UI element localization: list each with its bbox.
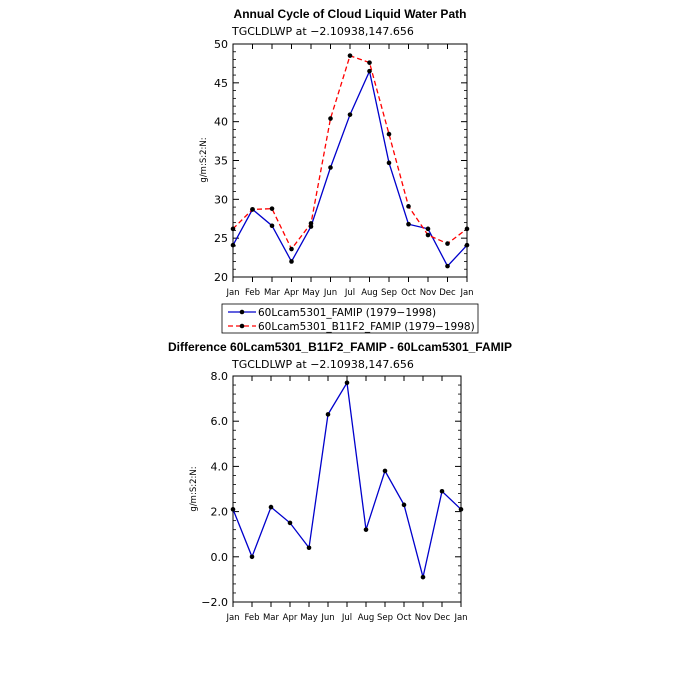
x-tick-label: Dec [434,613,451,623]
chart1-plot-frame [232,43,468,278]
x-tick-label: Jul [341,613,352,623]
data-point-series-1 [328,165,333,170]
data-point-series-1 [344,380,350,386]
data-point-series-2 [425,232,431,238]
y-tick-label: 40 [214,116,228,129]
x-tick-label: Feb [245,288,260,298]
data-point-series-1 [230,507,236,512]
data-point-series-2 [347,53,353,58]
chart2-plot-frame [232,375,462,603]
data-point-series-2 [406,204,411,209]
data-point-series-1 [249,554,255,560]
data-point-series-1 [347,112,353,117]
data-point-series-1 [289,259,294,264]
data-point-series-2 [289,246,294,252]
x-tick-label: Oct [397,613,412,623]
data-point-series-1 [367,68,372,74]
data-point-series-2 [386,131,392,137]
legend-box [221,303,479,334]
data-point-series-1 [230,242,236,248]
chart1-subtitle: TGCLDLWP at −2.10938,147.656 [231,25,414,38]
chart2-subtitle: TGCLDLWP at −2.10938,147.656 [231,358,414,371]
legend-marker-series-2 [239,323,245,329]
x-tick-label: Aug [361,288,378,298]
y-tick-label: 45 [214,77,228,90]
annual-cycle-chart: Annual Cycle of Cloud Liquid Water Path … [199,7,479,334]
chart1-title: Annual Cycle of Cloud Liquid Water Path [234,7,467,21]
x-tick-label: Nov [420,288,437,298]
x-tick-label: Oct [401,288,416,298]
data-point-series-1 [425,226,431,232]
y-tick-label: −2.0 [201,596,228,609]
y-tick-label: 6.0 [211,415,229,428]
x-tick-label: Jan [453,613,467,623]
data-point-series-2 [230,226,236,232]
data-point-series-1 [306,545,312,551]
data-point-series-1 [445,263,450,269]
legend-marker-series-1 [239,309,245,315]
y-tick-label: 35 [214,155,228,168]
chart1-ylabel: g/m:S:2:N: [199,137,209,182]
x-tick-label: Mar [263,613,280,623]
x-tick-label: Mar [264,288,281,298]
data-point-series-2 [250,207,255,212]
y-tick-label: 30 [214,193,228,206]
y-tick-label: 50 [214,38,228,51]
data-point-series-2 [328,116,333,121]
y-tick-label: 8.0 [211,370,229,383]
x-tick-label: Apr [283,613,298,623]
chart1-legend: 60Lcam5301_FAMIP (1979−1998) 60Lcam5301_… [221,303,479,334]
data-point-series-1 [406,221,411,227]
x-tick-label: Jun [323,288,337,298]
x-tick-label: May [302,288,320,298]
data-point-series-2 [445,241,450,246]
data-point-series-1 [401,502,407,508]
legend-label-series-1: 60Lcam5301_FAMIP (1979−1998) [258,307,436,319]
x-tick-label: Sep [377,613,393,623]
chart2-ylabel: g/m:S:2:N: [189,466,199,511]
series-line-2 [232,54,468,251]
x-tick-label: Jan [225,613,239,623]
data-point-series-1 [464,242,470,248]
x-tick-label: Aug [358,613,375,623]
data-point-series-1 [325,412,331,417]
x-tick-label: Sep [381,288,397,298]
data-point-series-1 [439,488,445,494]
data-point-series-1 [363,527,369,532]
data-point-series-2 [269,206,275,211]
chart2-title: Difference 60Lcam5301_B11F2_FAMIP - 60Lc… [168,340,512,354]
data-point-series-1 [268,504,274,510]
x-tick-label: Jun [320,613,334,623]
data-point-series-1 [287,520,293,526]
data-point-series-2 [464,226,470,232]
data-point-series-1 [420,574,426,580]
x-tick-label: Jan [225,288,239,298]
legend-label-series-2: 60Lcam5301_B11F2_FAMIP (1979−1998) [258,321,475,333]
x-tick-label: Jan [459,288,473,298]
x-tick-label: Apr [284,288,299,298]
data-point-series-1 [458,507,464,512]
x-tick-label: May [300,613,318,623]
x-tick-label: Nov [415,613,432,623]
y-tick-label: 25 [214,232,228,245]
data-point-series-1 [382,468,388,474]
data-point-series-2 [308,221,314,226]
data-point-series-1 [269,223,275,229]
series-line-1 [232,380,462,578]
y-tick-label: 0.0 [211,551,229,564]
x-tick-label: Feb [244,613,259,623]
data-point-series-2 [367,60,372,65]
x-tick-label: Jul [344,288,355,298]
x-tick-label: Dec [439,288,456,298]
y-tick-label: 2.0 [211,506,229,519]
difference-chart: Difference 60Lcam5301_B11F2_FAMIP - 60Lc… [168,340,512,623]
y-tick-label: 4.0 [211,460,229,473]
y-tick-label: 20 [214,271,228,284]
data-point-series-1 [386,160,392,166]
